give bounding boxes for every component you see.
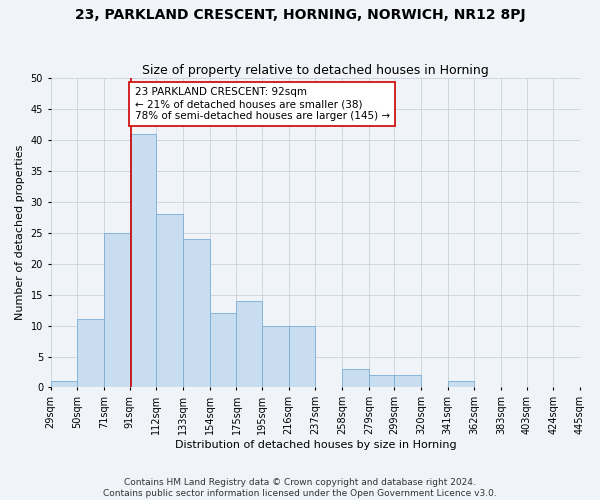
Bar: [210, 313, 236, 388]
Bar: [236, 301, 262, 388]
Bar: [130, 134, 157, 388]
Bar: [580, 381, 600, 388]
Bar: [157, 214, 183, 388]
Text: 23, PARKLAND CRESCENT, HORNING, NORWICH, NR12 8PJ: 23, PARKLAND CRESCENT, HORNING, NORWICH,…: [74, 8, 526, 22]
Text: Contains HM Land Registry data © Crown copyright and database right 2024.
Contai: Contains HM Land Registry data © Crown c…: [103, 478, 497, 498]
Bar: [262, 326, 289, 388]
X-axis label: Distribution of detached houses by size in Horning: Distribution of detached houses by size …: [175, 440, 456, 450]
Bar: [104, 233, 130, 388]
Bar: [369, 375, 394, 388]
Bar: [289, 326, 316, 388]
Bar: [342, 369, 369, 388]
Y-axis label: Number of detached properties: Number of detached properties: [15, 145, 25, 320]
Bar: [394, 375, 421, 388]
Bar: [448, 381, 475, 388]
Text: 23 PARKLAND CRESCENT: 92sqm
← 21% of detached houses are smaller (38)
78% of sem: 23 PARKLAND CRESCENT: 92sqm ← 21% of det…: [134, 88, 390, 120]
Title: Size of property relative to detached houses in Horning: Size of property relative to detached ho…: [142, 64, 489, 77]
Bar: [50, 381, 77, 388]
Bar: [183, 239, 210, 388]
Bar: [77, 320, 104, 388]
